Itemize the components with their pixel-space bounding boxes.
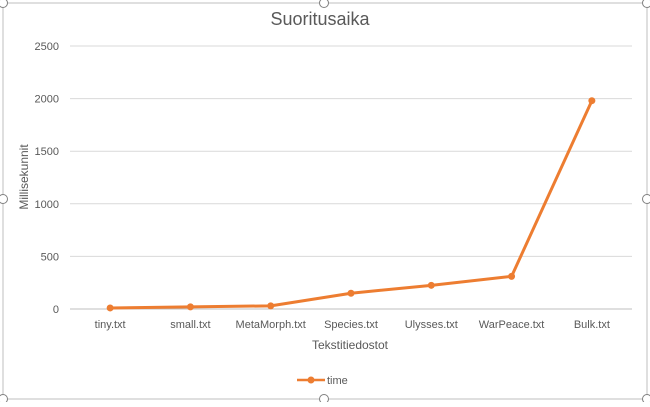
data-point xyxy=(187,303,194,310)
chart-title: Suoritusaika xyxy=(270,9,370,29)
x-tick-label: tiny.txt xyxy=(95,319,126,331)
x-tick-label: WarPeace.txt xyxy=(479,319,545,331)
x-tick-label: MetaMorph.txt xyxy=(236,319,306,331)
resize-handle[interactable] xyxy=(643,195,650,204)
data-point xyxy=(267,302,274,309)
data-point xyxy=(348,290,355,297)
y-tick-label: 1000 xyxy=(35,199,59,211)
legend-label-time: time xyxy=(327,375,348,387)
resize-handle[interactable] xyxy=(643,395,650,403)
y-tick-label: 2000 xyxy=(35,94,59,106)
resize-handle[interactable] xyxy=(0,195,8,204)
x-tick-label: Species.txt xyxy=(324,319,378,331)
resize-handle[interactable] xyxy=(0,0,8,8)
x-tick-label: Ulysses.txt xyxy=(405,319,458,331)
legend-point-marker xyxy=(308,377,315,384)
x-tick-label: small.txt xyxy=(170,319,210,331)
y-tick-label: 1500 xyxy=(35,146,59,158)
x-axis-title: Tekstitiedostot xyxy=(312,338,389,352)
data-point xyxy=(428,282,435,289)
y-tick-label: 2500 xyxy=(35,41,59,53)
resize-handle[interactable] xyxy=(320,0,329,8)
y-tick-label: 500 xyxy=(41,251,59,263)
resize-handle[interactable] xyxy=(320,395,329,403)
resize-handle[interactable] xyxy=(0,395,8,403)
data-point xyxy=(107,304,114,311)
y-axis-title: Millisekunnit xyxy=(17,144,31,210)
data-point xyxy=(588,97,595,104)
resize-handle[interactable] xyxy=(643,0,650,8)
x-tick-label: Bulk.txt xyxy=(574,319,610,331)
x-axis-ticks: tiny.txt small.txt MetaMorph.txt Species.tx… xyxy=(95,319,610,331)
y-tick-label: 0 xyxy=(53,304,59,316)
data-point xyxy=(508,273,515,280)
